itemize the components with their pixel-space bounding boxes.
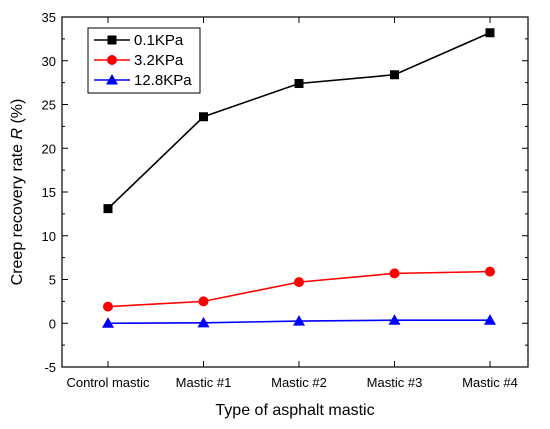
data-point [102,317,114,328]
data-point [199,112,208,122]
data-point [485,28,495,38]
data-point [197,316,210,328]
legend-marker [106,74,118,85]
y-tick-label: 5 [49,273,56,288]
legend-marker [107,35,117,45]
series-layer [102,28,496,328]
y-tick-label: 35 [42,10,56,25]
series-12.8KPa [102,314,496,328]
legend-marker [107,55,117,65]
x-axis: Control mastic Mastic #1 Mastic #2 Mastic #… [66,17,518,390]
legend-entry: 3.2KPa [94,52,184,69]
data-point [294,277,304,288]
data-point [198,296,209,307]
y-tick-label: 30 [42,54,56,69]
legend-entry: 12.8KPa [94,72,192,89]
y-tick-label: -5 [44,360,56,375]
y-axis: -5 0 5 10 15 20 25 30 35 [42,10,528,375]
x-axis-title: Type of asphalt mastic [215,402,374,419]
data-point [389,268,400,279]
data-point [484,314,496,325]
data-point [293,315,305,326]
y-tick-label: 10 [42,229,56,244]
legend: 0.1KPa 3.2KPa 12.8KPa [87,27,201,94]
y-tick-label: 25 [42,98,56,113]
y-tick-label: 15 [42,185,56,200]
legend-label: 12.8KPa [134,72,192,89]
series-line [107,270,491,308]
series-0.1KPa [103,28,495,214]
x-tick-label: Control mastic [66,375,150,390]
data-point [103,301,113,312]
legend-label: 0.1KPa [134,32,184,49]
data-point [103,204,113,214]
x-tick-label: Mastic #3 [367,375,423,390]
y-tick-label: 20 [42,141,56,156]
y-tick-label: 0 [49,316,56,331]
data-point [390,70,399,80]
x-tick-label: Mastic #2 [271,375,327,390]
legend-label: 3.2KPa [134,52,184,69]
x-tick-label: Mastic #1 [176,375,232,390]
series-3.2KPa [103,266,495,312]
data-point [388,314,401,325]
data-point [485,266,495,277]
y-axis-title: Creep recovery rate R (%) [9,99,26,286]
legend-entry: 0.1KPa [94,32,184,49]
x-tick-label: Mastic #4 [462,375,518,390]
data-point [294,79,304,88]
